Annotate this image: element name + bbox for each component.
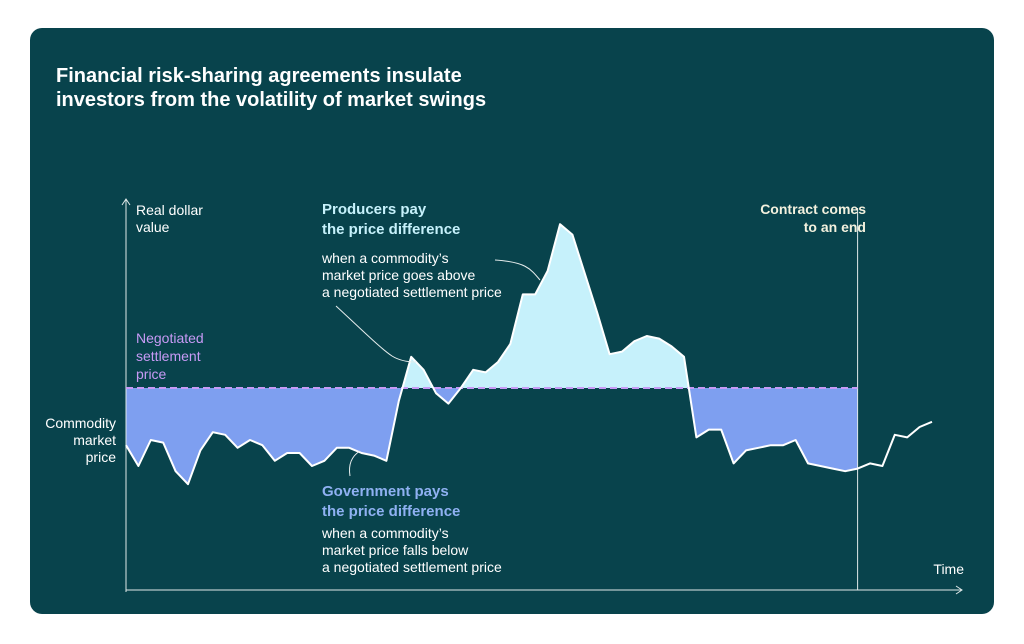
settlement-label-line-3: price bbox=[136, 366, 167, 382]
government-heading-line-2: the price difference bbox=[322, 503, 460, 520]
producers-pay-area bbox=[126, 224, 858, 388]
market-price-line bbox=[125, 223, 933, 486]
x-axis-label: Time bbox=[933, 561, 964, 577]
government-desc-line-3: a negotiated settlement price bbox=[322, 559, 502, 575]
y-axis-label-line-2: value bbox=[136, 219, 170, 235]
settlement-label-line-1: Negotiated bbox=[136, 330, 204, 346]
producers-desc-line-1: when a commodity’s bbox=[321, 250, 449, 266]
y-axis-label-line-1: Real dollar bbox=[136, 202, 203, 218]
producers-desc-line-3: a negotiated settlement price bbox=[322, 284, 502, 300]
y-axis-arrow bbox=[121, 198, 131, 206]
government-heading-line-1: Government pays bbox=[322, 483, 449, 500]
government-desc-line-2: market price falls below bbox=[322, 542, 469, 558]
market-price-label-line-2: market bbox=[73, 432, 116, 448]
x-axis-arrow bbox=[955, 585, 963, 595]
market-price-label-line-3: price bbox=[86, 449, 117, 465]
contract-end-label-line-1: Contract comes bbox=[760, 201, 866, 217]
producers-desc-line-2: market price goes above bbox=[322, 267, 476, 283]
market-price-label-line-1: Commodity bbox=[45, 415, 116, 431]
contract-end-label-line-2: to an end bbox=[804, 219, 866, 235]
government-leader-curve bbox=[349, 450, 361, 477]
settlement-label-line-2: settlement bbox=[136, 348, 201, 364]
chart-title: Financial risk-sharing agreements insula… bbox=[56, 64, 616, 112]
producers-leader-curve-lower bbox=[335, 305, 417, 363]
government-desc-line-1: when a commodity’s bbox=[321, 525, 449, 541]
price-chart: Real dollar value Time Negotiated settle… bbox=[45, 198, 964, 595]
government-pays-area bbox=[126, 388, 858, 485]
producers-heading-line-2: the price difference bbox=[322, 221, 460, 238]
chart-card: Financial risk-sharing agreements insula… bbox=[30, 28, 994, 614]
chart-title-line-2: investors from the volatility of market … bbox=[56, 89, 487, 111]
producers-heading-line-1: Producers pay bbox=[322, 201, 427, 218]
producers-leader-curve bbox=[494, 259, 541, 281]
chart-title-line-1: Financial risk-sharing agreements insula… bbox=[56, 65, 462, 87]
